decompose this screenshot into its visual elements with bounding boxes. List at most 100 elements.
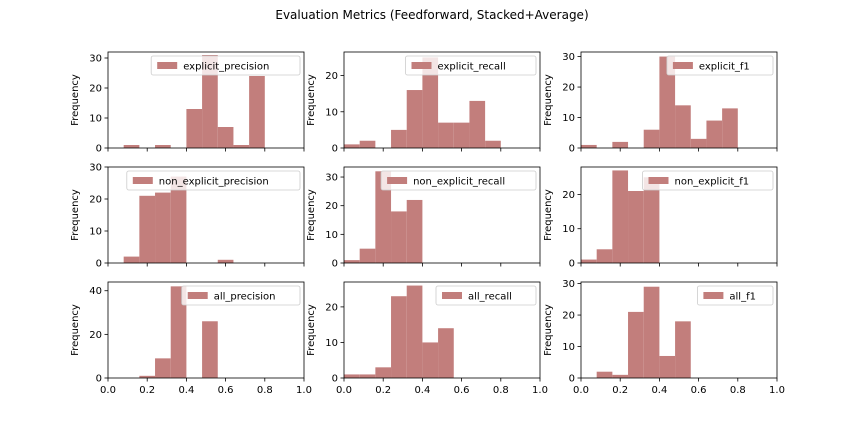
histogram-bar: [659, 56, 676, 148]
subplot-non_explicit_precision: 0 10 20 30 Frequency non_explicit_precision: [70, 163, 305, 270]
y-tick-label: 0: [569, 374, 575, 385]
histogram-bar: [596, 371, 613, 378]
axes-frame: [343, 166, 541, 264]
y-axis-label: Frequency: [70, 304, 81, 356]
histogram-bar: [406, 90, 423, 148]
x-tick-label: 0.8: [257, 385, 273, 396]
y-tick-label: 20: [325, 71, 338, 82]
y-tick-label: 20: [562, 83, 575, 94]
y-tick-label: 20: [325, 302, 338, 313]
legend-frame: [642, 170, 774, 191]
histogram-bar: [155, 145, 171, 148]
y-tick-label: 10: [562, 224, 575, 235]
y-tick-label: 10: [325, 338, 338, 349]
histogram-bar: [344, 144, 360, 148]
histogram-bar: [359, 248, 376, 263]
y-axis-label: Frequency: [543, 74, 554, 126]
y-tick-label: 20: [89, 84, 102, 95]
y-axis-label: Frequency: [70, 74, 81, 126]
y-tick-label: 10: [562, 342, 575, 353]
legend-label: non_explicit_f1: [675, 177, 750, 188]
y-tick-label: 0: [96, 374, 102, 385]
histogram-bar: [123, 145, 140, 148]
y-axis-label: Frequency: [70, 189, 81, 241]
legend-swatch: [387, 177, 408, 184]
histogram-bar: [438, 122, 454, 148]
y-axis-label: Frequency: [306, 304, 317, 356]
histogram-bar: [170, 176, 187, 263]
legend-swatch: [648, 177, 669, 184]
legend-label: all_f1: [729, 292, 756, 303]
histogram-bar: [391, 211, 407, 263]
x-tick-label: 0.2: [139, 385, 155, 396]
y-tick-label: 0: [332, 259, 338, 270]
x-tick-label: 0.0: [573, 385, 589, 396]
histogram-bar: [406, 199, 423, 263]
subplot-explicit_recall: 0 10 20 Frequency explicit_recall: [306, 51, 541, 155]
histogram-bar: [217, 127, 234, 148]
legend-swatch: [672, 62, 693, 69]
y-axis-label: Frequency: [306, 189, 317, 241]
histogram-bar: [690, 138, 707, 148]
legend: explicit_f1: [666, 55, 774, 76]
legend-swatch: [157, 62, 178, 69]
y-tick-label: 30: [562, 279, 575, 290]
subplot-all_precision: 0 20 40 0.0 0.2 0.4 0.6 0.8 1.0 Frequency all_prec…: [70, 281, 312, 396]
histogram-bar: [706, 120, 723, 148]
legend-frame: [380, 170, 537, 191]
legend-frame: [435, 285, 537, 306]
y-tick-label: 30: [89, 54, 102, 65]
legend: all_recall: [435, 285, 537, 306]
legend-frame: [181, 285, 301, 306]
legend: explicit_precision: [150, 55, 301, 76]
y-tick-label: 10: [325, 107, 338, 118]
legend-label: all_recall: [468, 292, 512, 303]
x-tick-label: 0.8: [730, 385, 746, 396]
x-tick-label: 0.4: [414, 385, 430, 396]
histogram-bar: [643, 129, 660, 148]
x-tick-label: 0.8: [493, 385, 509, 396]
axes-frame: [580, 281, 778, 379]
legend: non_explicit_f1: [642, 170, 774, 191]
histogram-bar: [612, 170, 629, 263]
legend: non_explicit_recall: [380, 170, 537, 191]
histogram-bar: [359, 374, 376, 378]
x-tick-label: 0.4: [651, 385, 667, 396]
histogram-bar: [422, 57, 439, 148]
axes-frame: [343, 51, 541, 149]
histogram-bar: [391, 129, 407, 148]
histogram-bar: [217, 259, 234, 263]
axes-frame: [580, 166, 778, 264]
histogram-bar: [485, 140, 501, 148]
legend-swatch: [411, 62, 432, 69]
legend-label: explicit_f1: [699, 62, 750, 73]
y-tick-label: 0: [332, 374, 338, 385]
subplot-all_recall: 0 10 20 0.0 0.2 0.4 0.6 0.8 1.0 Frequency all_reca…: [306, 281, 548, 396]
x-tick-label: 0.2: [612, 385, 628, 396]
legend-label: non_explicit_recall: [413, 177, 505, 188]
histogram-bar: [406, 285, 423, 378]
histogram-bar: [628, 311, 644, 378]
legend: all_precision: [181, 285, 301, 306]
x-tick-label: 0.0: [100, 385, 116, 396]
legend-label: all_precision: [214, 292, 276, 303]
y-tick-label: 30: [89, 163, 102, 174]
y-tick-label: 20: [89, 195, 102, 206]
subplot-explicit_precision: 0 10 20 30 Frequency explicit_precision: [70, 51, 305, 155]
histogram-bar: [722, 108, 738, 148]
y-tick-label: 20: [562, 190, 575, 201]
histogram-bar: [675, 105, 691, 148]
figure-title: Evaluation Metrics (Feedforward, Stacked…: [275, 8, 588, 22]
histogram-bar: [375, 171, 392, 263]
legend-label: explicit_recall: [438, 62, 506, 73]
histogram-bar: [139, 375, 156, 378]
histogram-bar: [581, 144, 597, 148]
histogram-bar: [233, 145, 250, 148]
legend-label: non_explicit_precision: [159, 177, 269, 188]
histogram-bar: [422, 342, 439, 378]
legend-swatch: [442, 292, 462, 299]
subplot-explicit_f1: 0 10 20 30 Frequency explicit_f1: [543, 51, 778, 155]
histogram-bar: [202, 321, 218, 378]
y-tick-label: 0: [332, 144, 338, 155]
x-tick-label: 1.0: [769, 385, 785, 396]
